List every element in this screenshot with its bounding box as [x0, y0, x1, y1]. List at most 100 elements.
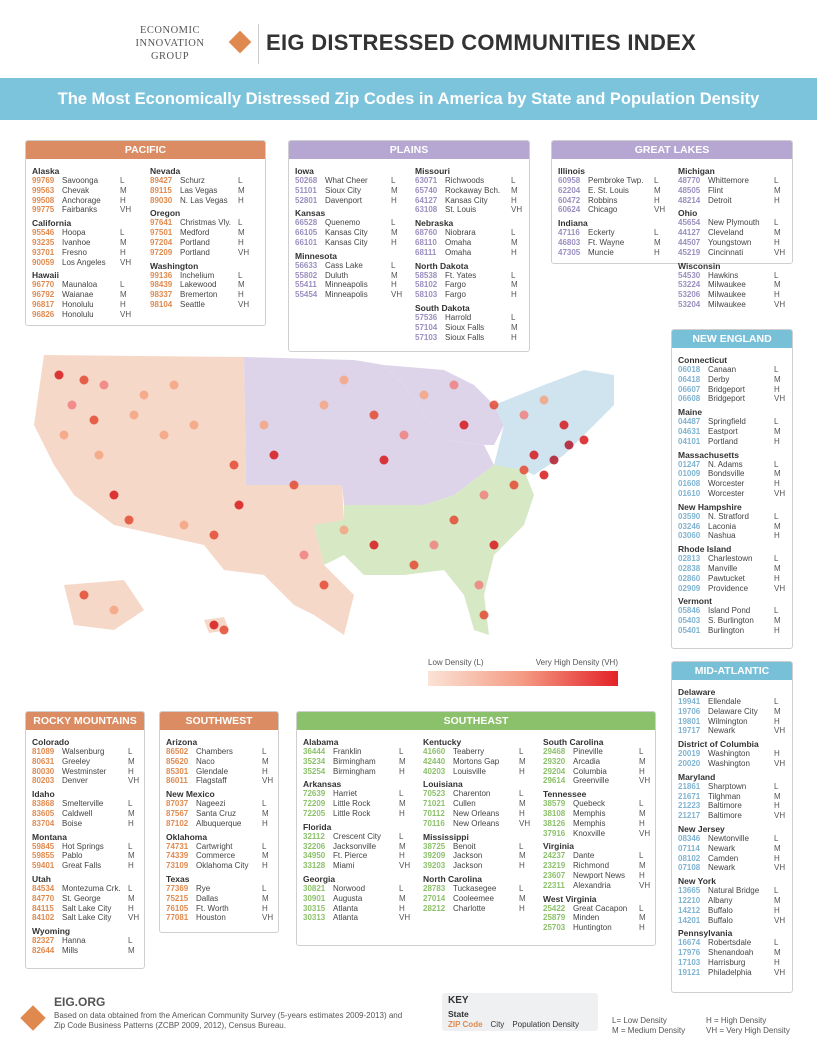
map-dot	[79, 590, 89, 600]
zip-code: 25879	[543, 913, 566, 923]
zip-row: 58102 Fargo M	[415, 280, 525, 290]
zip-row: 29468 Pineville L	[543, 747, 653, 757]
density-code: H	[774, 957, 780, 967]
density-code: L	[774, 365, 779, 374]
city-name: New Orleans	[453, 818, 500, 828]
density-code: H	[128, 818, 134, 828]
density-code: H	[639, 766, 645, 776]
city-name: N. Adams	[708, 459, 743, 469]
region-header-rocky-mountains: ROCKY MOUNTAINS	[26, 712, 144, 730]
zip-row: 68111 Omaha H	[415, 248, 525, 258]
zip-row: 84115 Salt Lake City H	[32, 904, 140, 914]
zip-row: 32112 Crescent City L	[303, 832, 413, 842]
density-code: H	[262, 903, 268, 913]
zip-row: 66105 Kansas City M	[295, 228, 405, 238]
zip-code: 21217	[678, 811, 701, 821]
zip-row: 53224 Milwaukee M	[678, 280, 788, 290]
city-name: Harrisburg	[708, 957, 746, 967]
region-southwest: SOUTHWEST Arizona 86502 Chambers L 85620 Naco M…	[159, 711, 279, 933]
zip-row: 46803 Ft. Wayne M	[558, 238, 668, 248]
city-name: Bridgeport	[708, 384, 745, 394]
city-name: Nageezi	[196, 799, 226, 809]
density-code: M	[511, 322, 518, 332]
city-name: Ft. Yates	[445, 270, 477, 280]
density-code: L	[120, 280, 125, 290]
zip-code: 38725	[423, 841, 446, 851]
zip-row: 72639 Harriet L	[303, 789, 413, 799]
city-name: Dallas	[196, 893, 219, 903]
state-name: Missouri	[415, 166, 450, 176]
density-code: M	[774, 706, 781, 716]
zip-code: 42440	[423, 756, 446, 766]
density-code: L	[639, 747, 644, 756]
zip-row: 02813 Charlestown L	[678, 554, 788, 564]
zip-row: 84770 St. George M	[32, 894, 140, 904]
density-code: M	[774, 948, 781, 958]
density-code: M	[511, 237, 518, 247]
zip-code: 98337	[150, 290, 173, 300]
map-dot	[339, 525, 349, 535]
city-name: Camden	[708, 853, 739, 863]
zip-code: 37916	[543, 828, 566, 838]
density-code: L	[511, 176, 516, 185]
zip-code: 19717	[678, 726, 701, 736]
density-code: H	[519, 903, 525, 913]
zip-row: 71021 Cullen M	[423, 799, 533, 809]
zip-code: 99769	[32, 176, 55, 185]
zip-row: 97501 Medford M	[150, 228, 258, 238]
zip-code: 55802	[295, 270, 318, 280]
logo-line-2: INNOVATION	[135, 38, 205, 49]
city-name: Honolulu	[62, 299, 94, 309]
density-code: L	[120, 176, 125, 185]
density-code: M	[262, 851, 269, 861]
density-code: VH	[639, 828, 651, 838]
logo-line-1: ECONOMIC	[139, 25, 200, 36]
zip-code: 30901	[303, 893, 326, 903]
density-code: M	[639, 913, 646, 923]
zip-code: 75215	[166, 893, 189, 903]
map-dot	[409, 560, 419, 570]
zip-code: 53224	[678, 280, 701, 290]
zip-code: 83704	[32, 818, 55, 828]
zip-row: 14201 Buffalo VH	[678, 916, 788, 926]
density-key-m: M = Medium Density	[612, 1026, 686, 1035]
city-name: Flint	[708, 185, 724, 195]
density-code: L	[774, 697, 779, 706]
zip-row: 84102 Salt Lake City VH	[32, 913, 140, 923]
map-dot	[559, 420, 569, 430]
state-name: Indiana	[558, 218, 588, 229]
zip-code: 84115	[32, 903, 54, 913]
zip-code: 16674	[678, 938, 701, 948]
map-dot	[539, 470, 549, 480]
city-name: Pablo	[62, 851, 83, 861]
density-code: H	[399, 851, 405, 861]
zip-row: 02860 Pawtucket H	[678, 574, 788, 584]
density-code: VH	[774, 726, 786, 736]
zip-row: 24237 Dante L	[543, 851, 653, 861]
zip-row: 05846 Island Pond L	[678, 606, 788, 616]
density-code: L	[391, 260, 396, 270]
density-code: M	[120, 185, 127, 195]
zip-row: 35234 Birmingham M	[303, 757, 413, 767]
city-name: Pembroke Twp.	[588, 176, 644, 185]
zip-row: 04101 Portland H	[678, 437, 788, 447]
density-code: H	[128, 903, 134, 913]
region-column: Arizona 86502 Chambers L 85620 Naco M 85301 Glen…	[166, 734, 274, 923]
zip-row: 85301 Glendale H	[166, 767, 274, 777]
density-code: VH	[654, 205, 666, 215]
zip-row: 39203 Jackson H	[423, 861, 533, 871]
us-map	[34, 355, 614, 635]
region-column: Colorado 81089 Walsenburg L 80631 Greeley M 800…	[32, 734, 140, 956]
city-name: Milwaukee	[708, 299, 746, 309]
density-code: L	[128, 883, 133, 893]
city-name: Lakewood	[180, 280, 217, 290]
zip-row: 97641 Christmas Vly. L	[150, 218, 258, 228]
density-code: M	[519, 799, 526, 809]
zip-row: 40203 Louisville H	[423, 767, 533, 777]
zip-row: 59845 Hot Springs L	[32, 842, 140, 852]
city-name: New Plymouth	[708, 218, 760, 228]
zip-code: 08102	[678, 853, 701, 863]
city-name: Anchorage	[62, 195, 101, 205]
zip-row: 25422 Great Cacapon L	[543, 904, 653, 914]
state-name: Virginia	[543, 841, 575, 852]
